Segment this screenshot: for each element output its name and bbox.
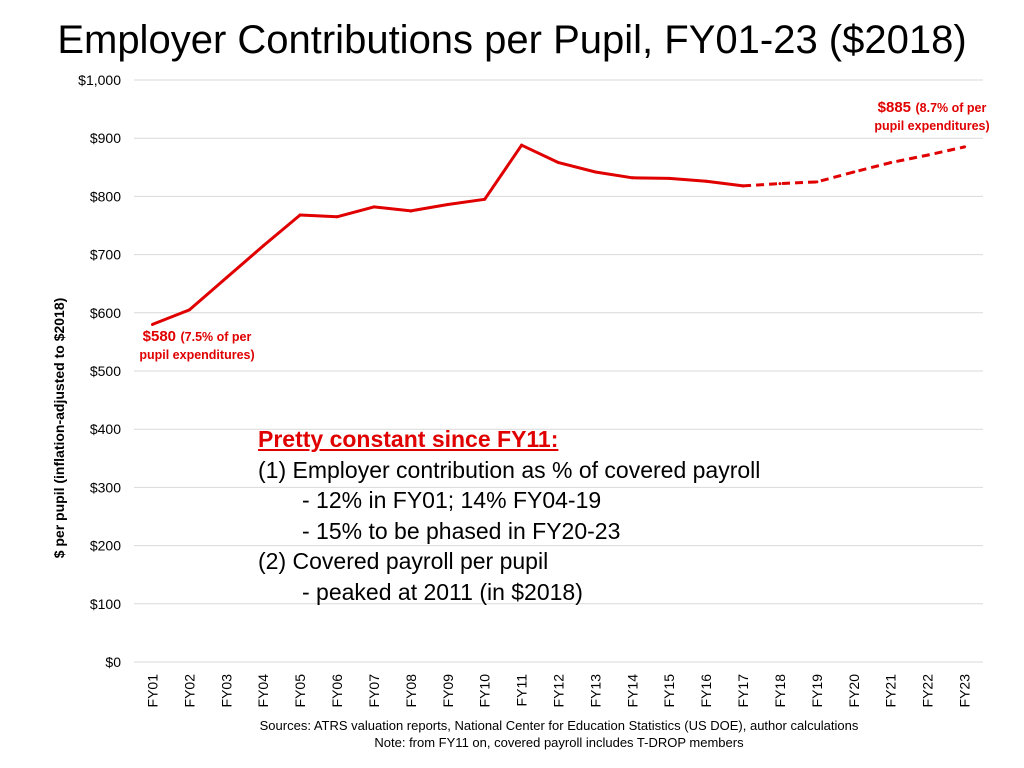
start-value-annotation: $580 (7.5% of per pupil expenditures) [127,328,267,364]
data-point [926,153,930,157]
data-point [483,197,487,201]
start-value: $580 [142,328,177,345]
x-tick-label: FY15 [661,674,677,708]
x-tick-label: FY16 [698,674,714,708]
x-tick-label: FY08 [403,674,419,708]
y-tick-label: $900 [90,130,121,146]
y-tick-label: $100 [90,596,121,612]
data-point [741,184,745,188]
data-point [409,209,413,213]
y-tick-label: $300 [90,479,121,495]
data-point [372,205,376,209]
x-tick-label: FY07 [366,674,382,708]
y-tick-label: $200 [90,538,121,554]
x-tick-label: FY11 [514,674,530,707]
x-tick-label: FY03 [218,674,234,708]
explanation-textbox: Pretty constant since FY11: (1) Employer… [258,424,898,607]
data-point [261,244,265,248]
projected-series-line [743,145,965,188]
x-tick-label: FY01 [144,674,160,708]
y-axis-label: $ per pupil (inflation-adjusted to $2018… [51,297,67,559]
data-point [224,276,228,280]
data-point [667,176,671,180]
data-point [852,170,856,174]
data-point [557,161,560,165]
x-tick-label: FY04 [255,674,271,708]
data-point [963,145,967,149]
data-point [704,179,708,183]
x-tick-label: FY12 [551,674,567,708]
end-note-line2: pupil expenditures) [874,119,990,133]
data-point [630,176,634,180]
x-tick-label: FY14 [624,674,640,708]
end-note-line1: (8.7% of per [915,101,987,115]
x-tick-label: FY20 [846,674,862,708]
sources-note: Sources: ATRS valuation reports, Nationa… [259,718,859,733]
start-note-line2: pupil expenditures) [139,348,255,362]
x-tick-label: FY21 [883,674,899,708]
data-point [520,143,524,147]
payroll-note: Note: from FY11 on, covered payroll incl… [374,735,744,750]
y-tick-label: $500 [90,363,121,379]
end-value-annotation: $885 (8.7% of per pupil expenditures) [856,99,1008,135]
x-tick-label: FY10 [477,674,493,708]
x-tick-label: FY06 [329,674,345,708]
start-note-line1: (7.5% of per [180,330,252,344]
data-point [335,215,339,219]
x-tick-label: FY13 [587,674,603,708]
y-tick-label: $600 [90,305,121,321]
data-point [446,203,450,207]
chart-title: Employer Contributions per Pupil, FY01-2… [57,18,967,62]
x-tick-label: FY18 [772,674,788,708]
textbox-line-3: - 15% to be phased in FY20-23 [302,517,621,544]
x-tick-label: FY23 [957,674,973,708]
x-tick-label: FY02 [181,674,197,708]
data-point [593,170,597,174]
data-point [187,308,191,312]
x-tick-label: FY05 [292,674,308,708]
x-tick-label: FY19 [809,674,825,708]
y-tick-label: $0 [105,654,121,670]
end-value: $885 [877,99,912,116]
data-point [889,161,893,165]
actual-series-line [151,143,744,326]
y-tick-label: $800 [90,188,121,204]
y-tick-label: $700 [90,247,121,263]
chart-footer: Sources: ATRS valuation reports, Nationa… [0,717,1024,751]
x-tick-label: FY22 [920,674,936,708]
x-tick-label: FY17 [735,674,751,708]
textbox-line-2: - 12% in FY01; 14% FY04-19 [302,487,602,513]
data-point [298,213,302,217]
y-tick-label: $1,000 [78,72,121,88]
textbox-line-1: (1) Employer contribution as % of covere… [258,456,761,483]
data-point [815,180,819,184]
textbox-header: Pretty constant since FY11: [258,426,559,452]
x-tick-label: FY09 [440,674,456,708]
textbox-line-5: - peaked at 2011 (in $2018) [302,578,583,605]
y-tick-label: $400 [90,421,121,437]
textbox-line-4: (2) Covered payroll per pupil [258,548,549,574]
data-point [150,322,154,326]
data-point [778,182,782,186]
